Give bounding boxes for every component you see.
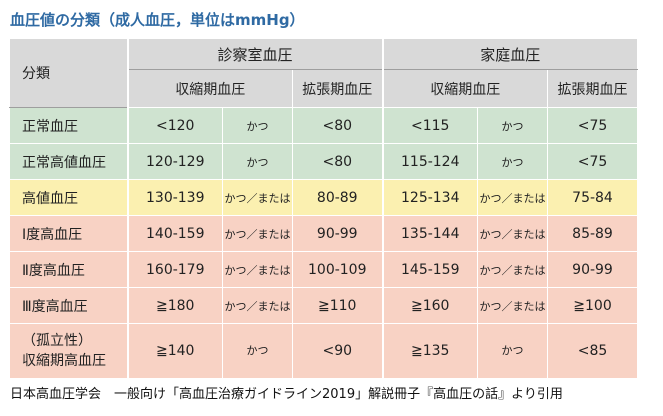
home-conjunction: かつ／または	[477, 215, 548, 252]
table-row-grade1-hypertension: Ⅰ度高血圧 140-159 かつ／または 90-99 135-144 かつ／また…	[9, 215, 639, 252]
clinic-conjunction: かつ／または	[222, 179, 293, 216]
header-clinic-systolic: 収縮期血圧	[126, 69, 293, 108]
clinic-diastolic-value: <80	[292, 107, 383, 144]
home-conjunction: かつ／または	[477, 179, 548, 216]
home-conjunction: かつ	[477, 143, 548, 180]
home-diastolic-value: 90-99	[546, 251, 639, 288]
home-conjunction: かつ	[477, 323, 548, 379]
clinic-conjunction: かつ／または	[222, 251, 293, 288]
source-citation: 日本高血圧学会 一般向け「高血圧治療ガイドライン2019」解説冊子『高血圧の話』…	[10, 387, 563, 402]
clinic-diastolic-value: <80	[292, 143, 383, 180]
row-label-line2: 収縮期高血圧	[22, 353, 106, 369]
home-systolic-value: ≧160	[381, 287, 478, 324]
header-home-systolic: 収縮期血圧	[381, 69, 548, 108]
row-label: Ⅰ度高血圧	[9, 215, 128, 252]
home-diastolic-value: <75	[546, 143, 639, 180]
clinic-diastolic-value: ≧110	[292, 287, 383, 324]
table-row-high-normal: 正常高値血圧 120-129 かつ <80 115-124 かつ <75	[9, 143, 639, 180]
home-systolic-value: <115	[381, 107, 478, 144]
clinic-systolic-value: ≧180	[126, 287, 223, 324]
clinic-systolic-value: 120-129	[126, 143, 223, 180]
clinic-conjunction: かつ／または	[222, 287, 293, 324]
header-home-diastolic: 拡張期血圧	[546, 69, 639, 108]
home-systolic-value: ≧135	[381, 323, 478, 379]
row-label: （孤立性） 収縮期高血圧	[9, 323, 128, 379]
row-label: 正常高値血圧	[9, 143, 128, 180]
home-diastolic-value: ≧100	[546, 287, 639, 324]
table-row-elevated: 高値血圧 130-139 かつ／または 80-89 125-134 かつ／または…	[9, 179, 639, 216]
clinic-systolic-value: 130-139	[126, 179, 223, 216]
row-label: Ⅲ度高血圧	[9, 287, 128, 324]
header-home-bp: 家庭血圧	[381, 38, 639, 70]
clinic-conjunction: かつ／または	[222, 215, 293, 252]
home-systolic-value: 145-159	[381, 251, 478, 288]
header-category: 分類	[9, 38, 128, 108]
home-diastolic-value: <85	[546, 323, 639, 379]
page-title: 血圧値の分類（成人血圧，単位はmmHg）	[10, 11, 305, 29]
home-diastolic-value: 75-84	[546, 179, 639, 216]
home-diastolic-value: 85-89	[546, 215, 639, 252]
clinic-conjunction: かつ	[222, 143, 293, 180]
home-diastolic-value: <75	[546, 107, 639, 144]
clinic-systolic-value: 140-159	[126, 215, 223, 252]
clinic-systolic-value: <120	[126, 107, 223, 144]
home-conjunction: かつ／または	[477, 287, 548, 324]
table-row-isolated-systolic-hypertension: （孤立性） 収縮期高血圧 ≧140 かつ <90 ≧135 かつ <85	[9, 323, 639, 379]
header-clinic-diastolic: 拡張期血圧	[292, 69, 383, 108]
clinic-diastolic-value: 90-99	[292, 215, 383, 252]
table-row-normal: 正常血圧 <120 かつ <80 <115 かつ <75	[9, 107, 639, 144]
row-label: 高値血圧	[9, 179, 128, 216]
clinic-diastolic-value: 100-109	[292, 251, 383, 288]
header-row-measures: 収縮期血圧 拡張期血圧 収縮期血圧 拡張期血圧	[10, 69, 639, 108]
row-label: Ⅱ度高血圧	[9, 251, 128, 288]
home-conjunction: かつ	[477, 107, 548, 144]
table-row-grade3-hypertension: Ⅲ度高血圧 ≧180 かつ／または ≧110 ≧160 かつ／または ≧100	[9, 287, 639, 324]
home-systolic-value: 125-134	[381, 179, 478, 216]
header-row-groups: 分類 診察室血圧 家庭血圧	[9, 38, 639, 108]
row-label: 正常血圧	[9, 107, 128, 144]
blood-pressure-classification-table: 分類 診察室血圧 家庭血圧 収縮期血圧 拡張期血圧 収縮期血圧 拡張期血圧 正常…	[9, 38, 639, 379]
header-clinic-bp: 診察室血圧	[126, 38, 383, 70]
table-row-grade2-hypertension: Ⅱ度高血圧 160-179 かつ／または 100-109 145-159 かつ／…	[9, 251, 639, 288]
home-systolic-value: 115-124	[381, 143, 478, 180]
clinic-conjunction: かつ	[222, 107, 293, 144]
clinic-diastolic-value: 80-89	[292, 179, 383, 216]
clinic-diastolic-value: <90	[292, 323, 383, 379]
home-systolic-value: 135-144	[381, 215, 478, 252]
clinic-systolic-value: 160-179	[126, 251, 223, 288]
home-conjunction: かつ／または	[477, 251, 548, 288]
clinic-systolic-value: ≧140	[126, 323, 223, 379]
row-label-line1: （孤立性）	[22, 333, 92, 349]
clinic-conjunction: かつ	[222, 323, 293, 379]
